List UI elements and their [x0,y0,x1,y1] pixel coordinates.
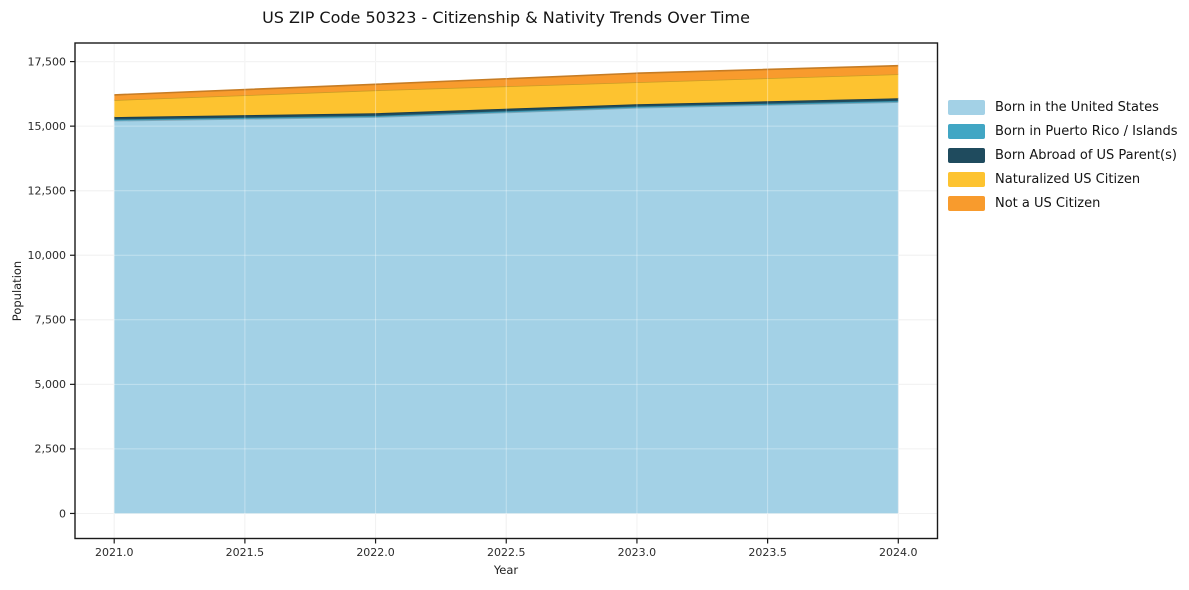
axis-ticks [70,60,899,544]
legend-swatch [948,196,985,211]
stacked-areas [114,64,899,514]
legend-label: Born Abroad of US Parent(s) [995,148,1177,163]
x-tick-label: 2022.5 [487,546,526,559]
area-series-4 [114,65,899,101]
legend: Born in the United States Born in Puerto … [948,100,1178,211]
x-tick-label: 2021.0 [95,546,134,559]
legend-label: Not a US Citizen [995,196,1101,211]
x-tick-label: 2023.0 [618,546,657,559]
y-tick-label: 0 [59,507,66,520]
y-axis-label: Population [10,260,24,322]
legend-item-1: Born in Puerto Rico / Islands [948,124,1178,139]
legend-item-0: Born in the United States [948,100,1178,115]
x-axis-label: Year [493,563,519,577]
x-tick-label: 2024.0 [879,546,918,559]
x-tick-label: 2021.5 [226,546,265,559]
area-edge-4 [114,64,899,96]
chart-title: US ZIP Code 50323 - Citizenship & Nativi… [262,8,750,27]
legend-swatch [948,172,985,187]
legend-swatch [948,124,985,139]
y-tick-label: 7,500 [35,314,67,327]
y-tick-label: 5,000 [35,378,67,391]
y-tick-label: 17,500 [28,55,67,68]
y-tick-label: 2,500 [35,443,67,456]
legend-item-4: Not a US Citizen [948,196,1178,211]
x-tick-label: 2023.5 [748,546,787,559]
legend-swatch [948,148,985,163]
legend-swatch [948,100,985,115]
y-tick-label: 12,500 [28,184,67,197]
x-tick-label: 2022.0 [356,546,395,559]
legend-item-3: Naturalized US Citizen [948,172,1178,187]
legend-label: Born in Puerto Rico / Islands [995,124,1178,139]
legend-label: Naturalized US Citizen [995,172,1141,187]
area-series-0 [114,102,899,514]
legend-item-2: Born Abroad of US Parent(s) [948,148,1178,163]
gridlines-overlay [75,43,938,539]
y-tick-label: 15,000 [28,120,67,133]
area-series-3 [114,74,899,118]
y-tick-label: 10,000 [28,249,67,262]
legend-label: Born in the United States [995,100,1159,115]
tick-labels: 2021.0 2021.5 2022.0 2022.5 2023.0 2023.5 2024… [28,55,918,559]
